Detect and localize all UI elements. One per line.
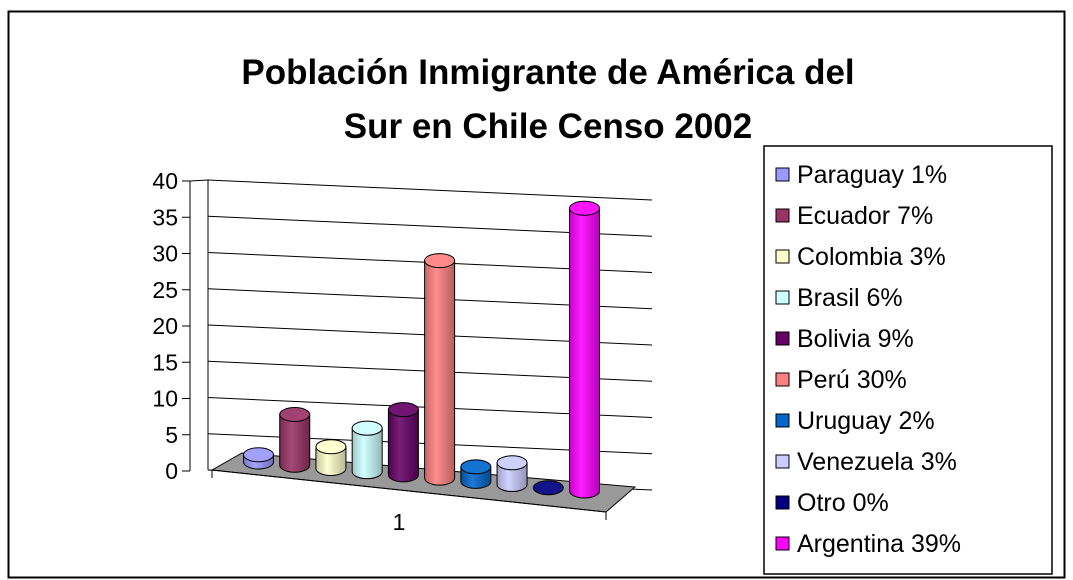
bar-top — [569, 200, 600, 216]
legend: Paraguay 1% Ecuador 7% Colombia 3% Brasil 6… — [763, 145, 1053, 575]
bar-argentina — [569, 200, 600, 499]
legend-label: Argentina 39% — [797, 530, 961, 558]
bar-side — [424, 260, 456, 486]
bar-ecuador — [279, 406, 311, 473]
legend-label: Colombia 3% — [797, 243, 946, 271]
y-tick-label: 0 — [165, 458, 178, 484]
legend-label: Otro 0% — [797, 489, 889, 517]
y-tick-label: 30 — [152, 241, 178, 267]
legend-swatch — [775, 167, 790, 182]
legend-label: Perú 30% — [797, 366, 907, 394]
bar-top — [279, 406, 311, 422]
bar-side — [279, 413, 311, 473]
bar-uruguay — [460, 459, 492, 489]
plot-area: 0 5 10 15 20 25 30 35 40 1 — [152, 168, 653, 535]
bar-top — [243, 447, 274, 463]
bar-side — [387, 409, 419, 483]
legend-label: Paraguay 1% — [797, 161, 947, 189]
bar-side — [315, 446, 347, 476]
bar-top — [532, 480, 564, 496]
legend-box — [763, 145, 1053, 575]
bar-top — [460, 459, 492, 475]
legend-swatch — [775, 331, 790, 346]
y-tick-label: 10 — [152, 386, 178, 412]
legend-swatch — [775, 495, 790, 510]
legend-label: Ecuador 7% — [797, 202, 933, 230]
legend-label: Venezuela 3% — [797, 448, 957, 476]
gridline — [207, 179, 653, 201]
bar-brasil — [351, 420, 383, 480]
legend-label: Uruguay 2% — [797, 407, 935, 435]
bar-colombia — [315, 439, 347, 476]
bar-otro — [532, 480, 564, 496]
legend-swatch — [775, 454, 790, 469]
legend-swatch — [775, 536, 790, 551]
chart-title-line-1: Población Inmigrante de América del — [241, 53, 854, 92]
bar-side — [496, 462, 528, 493]
legend-swatch — [775, 290, 790, 305]
bar-side — [569, 207, 600, 499]
y-tick-label: 15 — [152, 349, 178, 375]
bar-bolivia — [387, 402, 419, 483]
legend-swatch — [775, 372, 790, 387]
y-tick-label: 35 — [152, 204, 178, 230]
legend-swatch — [775, 413, 790, 428]
bar-venezuela — [496, 455, 528, 493]
wall-top-depth-edge — [189, 179, 209, 182]
bar-top — [424, 253, 456, 269]
bar-top — [351, 420, 383, 436]
y-tick-label: 20 — [152, 313, 178, 339]
y-tick-label: 5 — [165, 422, 178, 448]
legend-swatch — [775, 249, 790, 264]
bar-top — [496, 455, 528, 471]
chart-title-line-2: Sur en Chile Censo 2002 — [344, 107, 752, 146]
bar-top — [315, 439, 347, 455]
bar-side — [351, 427, 383, 480]
x-tick-label: 1 — [393, 509, 406, 535]
y-tick-label: 25 — [152, 277, 178, 303]
bar-perú — [424, 253, 456, 486]
legend-label: Bolivia 9% — [797, 325, 914, 353]
legend-label: Brasil 6% — [797, 284, 903, 312]
legend-swatch — [775, 208, 790, 223]
bar-top — [387, 402, 419, 418]
x-axis-line — [211, 469, 607, 513]
bar-paraguay — [243, 447, 274, 470]
y-tick-label: 40 — [152, 168, 178, 194]
